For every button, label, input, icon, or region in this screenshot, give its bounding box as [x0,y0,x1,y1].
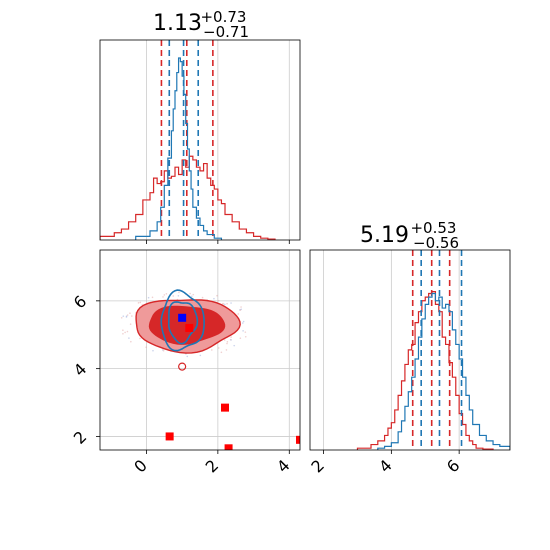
scatter-sample [241,322,244,324]
scatter-sample [224,303,226,306]
title-param-1-plus: +0.73 [200,8,246,26]
title-param-1-value: 1.13 [153,11,202,36]
scatter-frame [99,249,301,451]
hist-y-frame [309,249,511,451]
scatter-sample [242,330,244,332]
hist-x-grid [146,40,290,240]
scatter-sample [233,344,236,347]
scatter-sample [199,354,202,357]
scatter-sample [240,306,242,308]
scatter-sample [124,331,126,334]
scatter-sample [226,340,229,343]
scatter-sample [147,296,150,299]
marker-red-square [165,432,174,441]
scatter-sample [172,295,175,297]
scatter-sample [126,314,129,316]
scatter-sample [129,312,131,315]
scatter-sample [145,346,147,349]
scatter-sample [220,351,223,354]
hist-y-data [356,250,510,450]
scatter-sample [217,299,220,302]
scatter-sample [239,337,242,340]
scatter-sample [230,302,232,304]
scatter-sample [244,331,247,333]
contour-inner-blue [168,301,199,345]
scatter-sample [122,315,125,317]
scatter-sample [210,349,213,351]
marker-red-square [224,444,233,450]
scatter-sample [163,294,166,296]
scatter-sample [131,315,133,317]
scatter-sample [223,339,226,341]
scatter-sample [222,303,224,305]
scatter-sample [217,347,220,349]
scatter-sample [242,320,245,323]
marker-red-square [221,403,229,412]
scatter-sample [225,349,228,351]
contour-island-red [178,362,187,371]
scatter-sample [226,302,228,305]
hist-y-series-2 [377,292,510,450]
hist-x-data [100,40,276,240]
scatter-sample [130,340,132,343]
hist-x-frame [99,39,301,241]
scatter-sample [126,330,129,333]
scatter-sample [122,329,124,332]
scatter-sample [139,337,141,340]
title-param-1-minus: −0.71 [203,23,249,41]
marker-red-square [185,323,194,332]
scatter-sample [237,313,240,315]
scatter-sample [151,296,154,299]
scatter-sample [161,349,164,351]
scatter-sample [230,339,232,341]
scatter-sample [165,293,168,295]
scatter-sample [191,295,193,298]
scatter-sample [128,337,130,339]
scatter-sample [216,294,218,297]
scatter-sample [177,295,180,297]
scatter-sample [213,297,215,300]
scatter-sample [192,293,195,296]
title-param-2-plus: +0.53 [410,219,456,237]
title-param-2: 5.19 +0.53 −0.56 [360,218,462,252]
scatter-sample [137,302,140,304]
marker-blue-square [178,313,187,322]
scatter-sample [201,296,204,299]
title-param-2-value: 5.19 [360,223,409,248]
scatter-sample [244,335,247,338]
scatter-sample [226,342,228,345]
hist-y-series-1 [356,291,494,450]
hist-x-ticks [146,240,290,244]
scatter-sample [125,316,128,318]
title-param-1: 1.13 +0.73 −0.71 [153,7,252,41]
scatter-sample [186,355,189,358]
scatter-sample [122,332,124,335]
hist-x-series-2 [135,57,223,240]
marker-red-square [296,435,300,444]
title-param-2-minus: −0.56 [413,234,459,252]
contour-outer-blue [160,289,205,352]
scatter-sample [162,296,164,298]
scatter-data [120,289,300,450]
panel-hist-x [99,39,301,244]
scatter-sample [230,336,232,338]
scatter-sample [120,316,123,319]
scatter-sample [239,309,242,311]
scatter-sample [139,301,142,304]
scatter-sample [129,323,132,325]
scatter-sample [178,291,180,294]
scatter-sample [152,349,154,352]
scatter-sample [189,292,191,295]
